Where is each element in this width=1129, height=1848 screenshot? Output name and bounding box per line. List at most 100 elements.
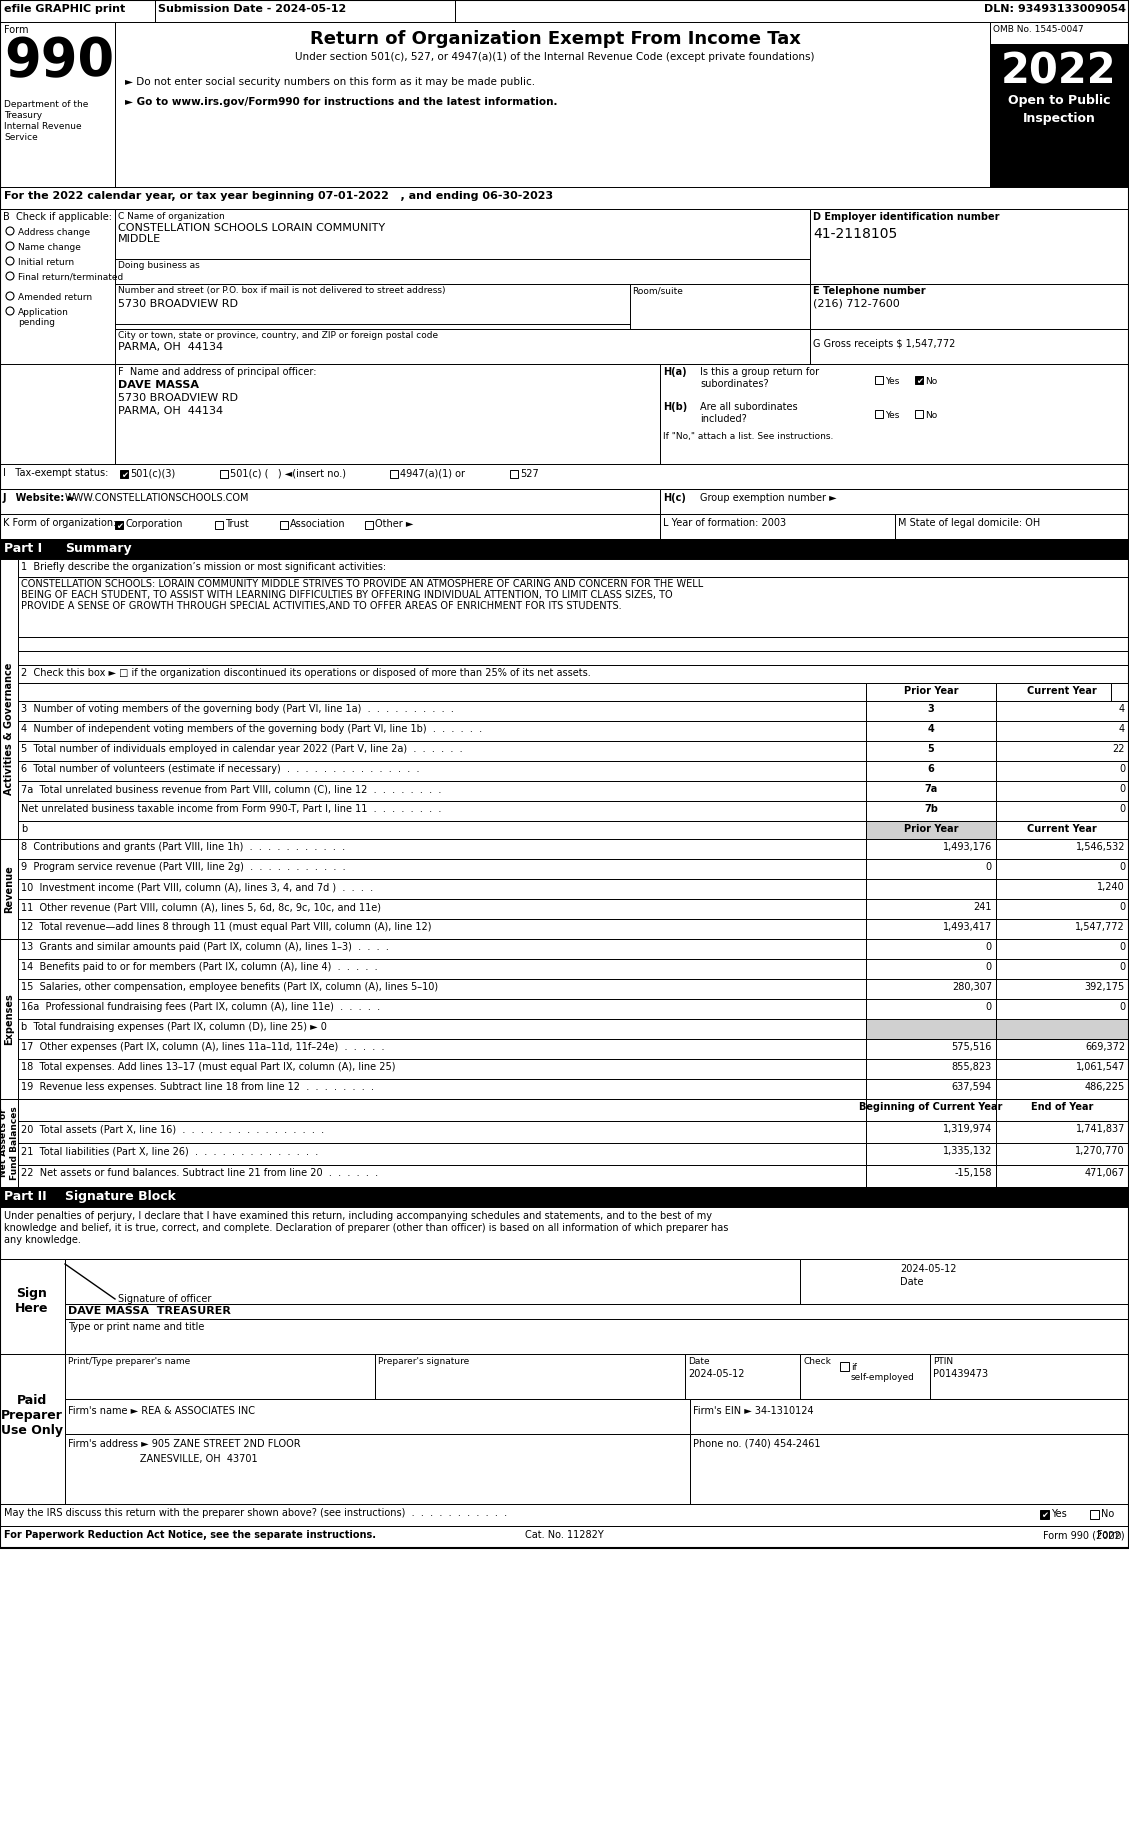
Bar <box>18 839 866 859</box>
Text: 501(c)(3): 501(c)(3) <box>130 469 175 479</box>
Bar <box>866 839 996 859</box>
Bar <box>996 800 1129 821</box>
Bar <box>0 1258 65 1355</box>
Bar <box>866 1122 996 1144</box>
Text: 21  Total liabilities (Part X, line 26)  .  .  .  .  .  .  .  .  .  .  .  .  .  : 21 Total liabilities (Part X, line 26) .… <box>21 1146 318 1157</box>
Text: H(a): H(a) <box>663 368 686 377</box>
Bar <box>18 859 866 880</box>
Bar <box>18 1164 866 1186</box>
Bar <box>18 761 866 782</box>
Bar <box>875 375 883 384</box>
Bar <box>65 1305 1129 1355</box>
Text: Doing business as: Doing business as <box>119 261 200 270</box>
Bar <box>990 44 1129 81</box>
Bar <box>18 684 866 700</box>
Bar <box>866 741 996 761</box>
Bar <box>215 521 224 529</box>
Bar <box>996 741 1129 761</box>
Text: 5: 5 <box>928 745 935 754</box>
Bar <box>0 1100 18 1186</box>
Text: 1,493,417: 1,493,417 <box>943 922 992 931</box>
Bar <box>660 490 1129 514</box>
Bar <box>120 469 128 479</box>
Bar <box>866 721 996 741</box>
Bar <box>18 650 1129 665</box>
Text: 17  Other expenses (Part IX, column (A), lines 11a–11d, 11f–24e)  .  .  .  .  .: 17 Other expenses (Part IX, column (A), … <box>21 1042 385 1052</box>
Bar <box>866 1100 996 1122</box>
Text: Application
pending: Application pending <box>18 309 69 327</box>
Text: Form 990 (2022): Form 990 (2022) <box>1043 1530 1124 1539</box>
Text: OMB No. 1545-0047: OMB No. 1545-0047 <box>994 26 1084 33</box>
Bar <box>0 1207 1129 1258</box>
Text: DAVE MASSA  TREASURER: DAVE MASSA TREASURER <box>68 1307 230 1316</box>
Bar <box>996 1164 1129 1186</box>
Text: Address change: Address change <box>18 227 90 237</box>
Bar <box>0 1186 1129 1207</box>
Bar <box>115 521 123 529</box>
Text: -15,158: -15,158 <box>954 1168 992 1177</box>
Text: 7b: 7b <box>924 804 938 813</box>
Bar <box>18 918 866 939</box>
Bar <box>115 209 809 285</box>
Bar <box>18 959 866 979</box>
Text: End of Year: End of Year <box>1031 1101 1093 1112</box>
Bar <box>0 1526 1129 1549</box>
Bar <box>866 1079 996 1100</box>
Bar <box>866 939 996 959</box>
Bar <box>390 469 399 479</box>
Bar <box>996 979 1129 1000</box>
Bar <box>18 821 866 839</box>
Text: 18  Total expenses. Add lines 13–17 (must equal Part IX, column (A), line 25): 18 Total expenses. Add lines 13–17 (must… <box>21 1063 395 1072</box>
Bar <box>18 1039 866 1059</box>
Text: 527: 527 <box>520 469 539 479</box>
Bar <box>18 939 866 959</box>
Text: May the IRS discuss this return with the preparer shown above? (see instructions: May the IRS discuss this return with the… <box>5 1508 507 1517</box>
Bar <box>18 1144 866 1164</box>
Bar <box>0 0 1129 1549</box>
Text: PARMA, OH  44134: PARMA, OH 44134 <box>119 342 224 351</box>
Text: Firm's name ► REA & ASSOCIATES INC: Firm's name ► REA & ASSOCIATES INC <box>68 1406 255 1416</box>
Text: 9  Program service revenue (Part VIII, line 2g)  .  .  .  .  .  .  .  .  .  .  .: 9 Program service revenue (Part VIII, li… <box>21 861 345 872</box>
Text: subordinates?: subordinates? <box>700 379 769 388</box>
Bar <box>115 364 660 464</box>
Bar <box>996 898 1129 918</box>
Text: 22: 22 <box>1112 745 1124 754</box>
Bar <box>996 684 1129 700</box>
Bar <box>18 979 866 1000</box>
Bar <box>996 1018 1129 1039</box>
Bar <box>996 1144 1129 1164</box>
Text: DAVE MASSA: DAVE MASSA <box>119 381 199 390</box>
Bar <box>996 1122 1129 1144</box>
Bar <box>455 0 1129 22</box>
Text: 855,823: 855,823 <box>952 1063 992 1072</box>
Bar <box>18 558 1129 577</box>
Text: 14  Benefits paid to or for members (Part IX, column (A), line 4)  .  .  .  .  .: 14 Benefits paid to or for members (Part… <box>21 963 377 972</box>
Bar <box>155 0 455 22</box>
Text: Yes: Yes <box>885 410 900 419</box>
Text: (216) 712-7600: (216) 712-7600 <box>813 299 900 309</box>
Bar <box>866 898 996 918</box>
Text: Initial return: Initial return <box>18 259 75 266</box>
Text: Yes: Yes <box>885 377 900 386</box>
Bar <box>660 364 1129 464</box>
Bar <box>18 577 1129 638</box>
Text: DLN: 93493133009054: DLN: 93493133009054 <box>984 4 1126 15</box>
Text: ✔: ✔ <box>1041 1512 1048 1521</box>
Text: Department of the: Department of the <box>5 100 88 109</box>
Bar <box>996 1039 1129 1059</box>
Text: B  Check if applicable:: B Check if applicable: <box>3 213 112 222</box>
Bar <box>1111 684 1129 700</box>
Bar <box>18 665 1129 684</box>
Bar <box>18 1018 866 1039</box>
Bar <box>996 761 1129 782</box>
Text: 5  Total number of individuals employed in calendar year 2022 (Part V, line 2a) : 5 Total number of individuals employed i… <box>21 745 463 754</box>
Text: 1,335,132: 1,335,132 <box>943 1146 992 1157</box>
Bar <box>18 638 1129 650</box>
Bar <box>18 721 866 741</box>
Bar <box>930 1355 1129 1399</box>
Bar <box>996 721 1129 741</box>
Bar <box>115 22 990 187</box>
Bar <box>0 514 660 540</box>
Bar <box>996 821 1129 839</box>
Text: Name change: Name change <box>18 242 81 251</box>
